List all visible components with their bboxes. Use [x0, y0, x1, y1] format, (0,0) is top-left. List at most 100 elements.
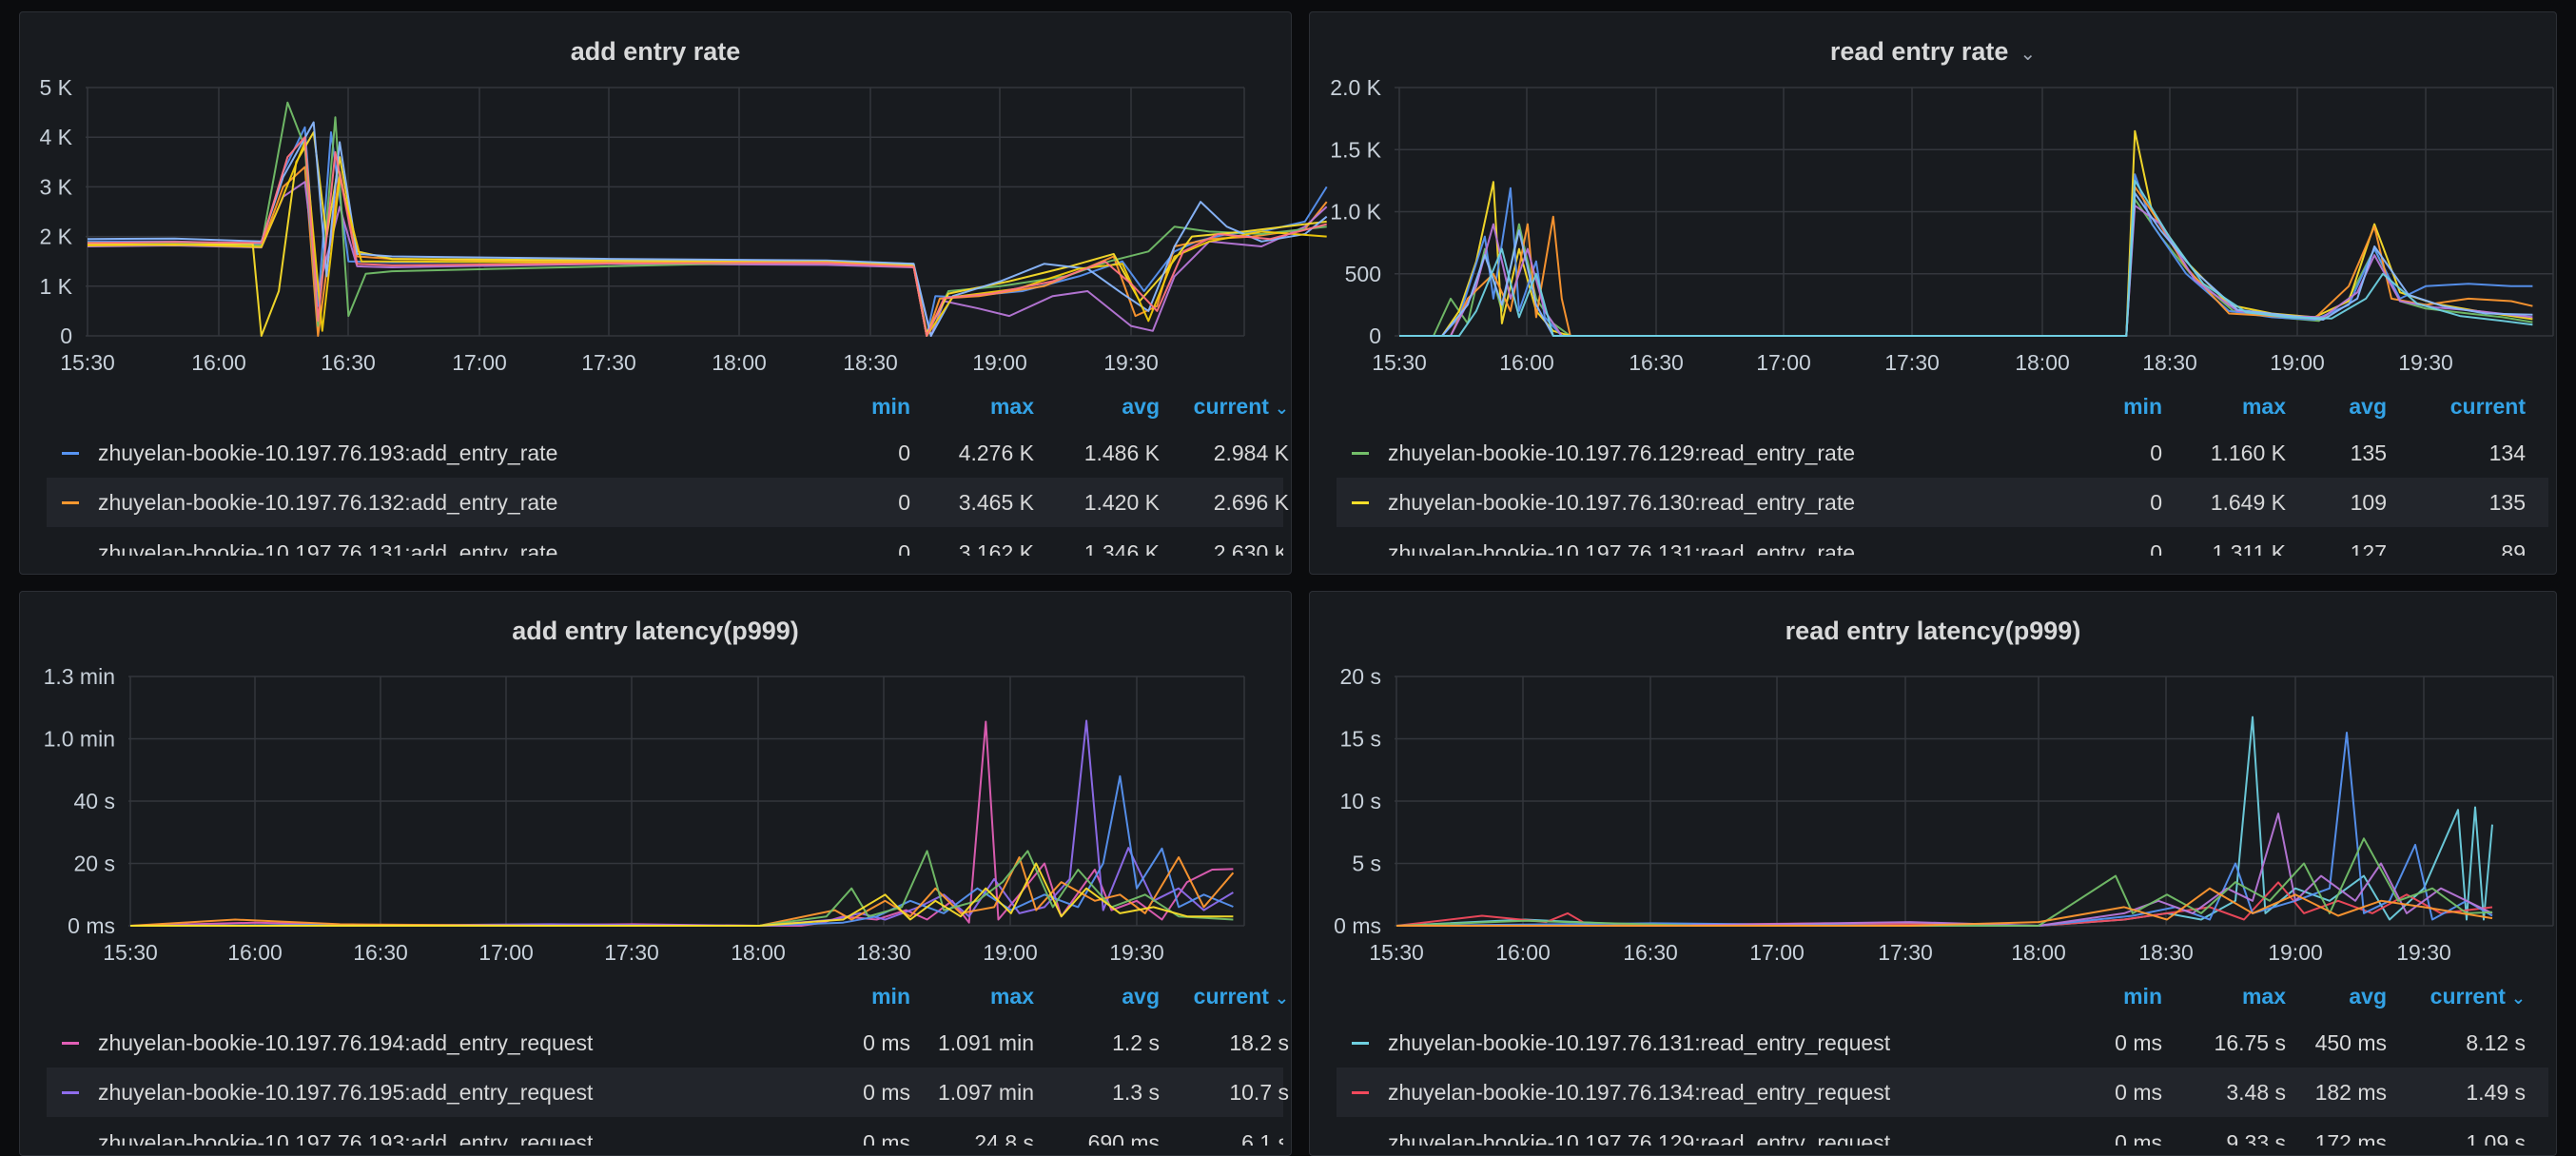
legend-value-min: 0 ms [863, 1030, 910, 1055]
legend: min max avg current ⌄ zhuyelan-bookie-10.197.… [1337, 976, 2548, 1146]
legend-row[interactable]: zhuyelan-bookie-10.197.76.193:add_entry_… [47, 428, 1289, 478]
legend: min max avg current ⌄ zhuyelan-bookie-10.197.… [47, 976, 1289, 1146]
legend-swatch[interactable] [1352, 501, 1369, 504]
legend-swatch[interactable] [62, 501, 79, 504]
legend-value-max: 3.48 s [2226, 1080, 2286, 1105]
legend-series-name[interactable]: zhuyelan-bookie-10.197.76.130:read_entry… [1388, 490, 1856, 515]
legend-row[interactable]: zhuyelan-bookie-10.197.76.132:add_entry_… [47, 478, 1289, 527]
legend-column-avg[interactable]: avg [2349, 394, 2387, 419]
legend-value-min: 0 ms [2115, 1080, 2162, 1105]
legend-series-name[interactable]: zhuyelan-bookie-10.197.76.193:add_entry_… [98, 1130, 594, 1146]
legend-column-max[interactable]: max [989, 984, 1034, 1009]
legend-value-max: 24.8 s [974, 1130, 1034, 1146]
legend-value-current: 135 [2488, 490, 2526, 515]
legend-value-avg: 182 ms [2314, 1080, 2387, 1105]
legend-header: min max avg current ⌄ [47, 386, 1289, 428]
legend-series-name[interactable]: zhuyelan-bookie-10.197.76.131:read_entry… [1388, 1030, 1891, 1055]
legend-series-name[interactable]: zhuyelan-bookie-10.197.76.131:add_entry_… [98, 540, 558, 556]
legend-value-min: 0 ms [863, 1080, 910, 1105]
legend-swatch[interactable] [1352, 1091, 1369, 1094]
legend-value-current: 2.984 K [1213, 441, 1289, 465]
legend-swatch[interactable] [1352, 452, 1369, 455]
legend-value-avg: 109 [2350, 490, 2387, 515]
legend-value-max: 1.160 K [2210, 441, 2286, 465]
legend-value-current: 18.2 s [1229, 1030, 1289, 1055]
legend-value-avg: 135 [2350, 441, 2387, 465]
legend-row[interactable]: zhuyelan-bookie-10.197.76.131:add_entry_… [47, 527, 1283, 556]
legend-column-max[interactable]: max [989, 394, 1034, 419]
legend-series-name[interactable]: zhuyelan-bookie-10.197.76.129:read_entry… [1388, 1130, 1891, 1146]
legend-swatch[interactable] [1352, 1042, 1369, 1045]
legend-row[interactable]: zhuyelan-bookie-10.197.76.134:read_entry… [1337, 1068, 2548, 1117]
legend-row[interactable]: zhuyelan-bookie-10.197.76.195:add_entry_… [47, 1068, 1289, 1117]
legend-value-avg: 1.346 K [1083, 540, 1160, 556]
panel-3: read entry latency(p999) min max avg current… [1309, 591, 2557, 1156]
legend-value-avg: 127 [2350, 540, 2387, 556]
legend-value-min: 0 ms [2115, 1130, 2162, 1146]
legend-series-name[interactable]: zhuyelan-bookie-10.197.76.195:add_entry_… [98, 1080, 594, 1105]
chevron-down-icon: ⌄ [1274, 989, 1289, 1008]
legend-value-current: 2.696 K [1213, 490, 1289, 515]
legend-series-name[interactable]: zhuyelan-bookie-10.197.76.129:read_entry… [1388, 441, 1856, 465]
panel-title[interactable]: read entry rate ⌄ [1310, 37, 2556, 67]
legend-column-min[interactable]: min [871, 984, 910, 1009]
legend-value-max: 16.75 s [2214, 1030, 2286, 1055]
panel-2: add entry latency(p999) min max avg current ⌄… [19, 591, 1292, 1156]
legend-column-min[interactable]: min [871, 394, 910, 419]
legend-value-min: 0 ms [863, 1130, 910, 1146]
legend-value-avg: 1.420 K [1083, 490, 1160, 515]
panel-title[interactable]: add entry rate [20, 37, 1291, 67]
panel-title[interactable]: add entry latency(p999) [20, 617, 1291, 646]
legend-row[interactable]: zhuyelan-bookie-10.197.76.131:read_entry… [1337, 527, 2548, 556]
legend-value-min: 0 [2150, 490, 2162, 515]
legend-value-max: 4.276 K [958, 441, 1034, 465]
legend-swatch[interactable] [62, 452, 79, 455]
legend-value-max: 3.162 K [958, 540, 1034, 556]
legend-series-name[interactable]: zhuyelan-bookie-10.197.76.132:add_entry_… [98, 490, 558, 515]
legend-series-name[interactable]: zhuyelan-bookie-10.197.76.194:add_entry_… [98, 1030, 594, 1055]
legend-value-min: 0 [2150, 441, 2162, 465]
panel-title-text: read entry rate [1829, 37, 2009, 66]
legend-column-min[interactable]: min [2123, 984, 2162, 1009]
legend-column-avg[interactable]: avg [1122, 984, 1160, 1009]
panel-title[interactable]: read entry latency(p999) [1310, 617, 2556, 646]
legend: min max avg current ⌄ zhuyelan-bookie-10.197.… [47, 386, 1289, 556]
panel-title-text: add entry rate [570, 37, 741, 66]
legend-row[interactable]: zhuyelan-bookie-10.197.76.131:read_entry… [1337, 1018, 2548, 1068]
chevron-down-icon[interactable]: ⌄ [2020, 44, 2037, 65]
legend-value-current: 2.630 K [1213, 540, 1283, 556]
legend-value-current: 6.1 s [1241, 1130, 1283, 1146]
legend-value-min: 0 [898, 490, 910, 515]
legend-column-avg[interactable]: avg [2349, 984, 2387, 1009]
legend-column-max[interactable]: max [2241, 984, 2286, 1009]
legend-swatch[interactable] [62, 1042, 79, 1045]
legend-value-avg: 450 ms [2314, 1030, 2387, 1055]
legend-swatch[interactable] [62, 1091, 79, 1094]
legend-value-avg: 1.486 K [1083, 441, 1160, 465]
legend-value-min: 0 [898, 441, 910, 465]
legend-value-min: 0 [2150, 540, 2162, 556]
legend-row[interactable]: zhuyelan-bookie-10.197.76.129:read_entry… [1337, 428, 2548, 478]
legend-value-current: 134 [2488, 441, 2526, 465]
legend-column-avg[interactable]: avg [1122, 394, 1160, 419]
legend-value-avg: 1.3 s [1112, 1080, 1160, 1105]
legend-row[interactable]: zhuyelan-bookie-10.197.76.193:add_entry_… [47, 1117, 1283, 1146]
legend-series-name[interactable]: zhuyelan-bookie-10.197.76.193:add_entry_… [98, 441, 558, 465]
legend-series-name[interactable]: zhuyelan-bookie-10.197.76.131:read_entry… [1388, 540, 1856, 556]
legend-column-min[interactable]: min [2123, 394, 2162, 419]
legend-value-max: 1.097 min [937, 1080, 1034, 1105]
legend-row[interactable]: zhuyelan-bookie-10.197.76.194:add_entry_… [47, 1018, 1289, 1068]
legend-column-current[interactable]: current ⌄ [1193, 984, 1289, 1009]
legend-column-current[interactable]: current [2449, 394, 2526, 419]
legend-column-current[interactable]: current ⌄ [1193, 394, 1289, 419]
legend-row[interactable]: zhuyelan-bookie-10.197.76.129:read_entry… [1337, 1117, 2548, 1146]
legend-row[interactable]: zhuyelan-bookie-10.197.76.130:read_entry… [1337, 478, 2548, 527]
chevron-down-icon: ⌄ [2510, 989, 2526, 1008]
legend-value-avg: 1.2 s [1112, 1030, 1160, 1055]
legend-value-max: 1.649 K [2210, 490, 2286, 515]
legend-series-name[interactable]: zhuyelan-bookie-10.197.76.134:read_entry… [1388, 1080, 1891, 1105]
legend-column-max[interactable]: max [2241, 394, 2286, 419]
legend-column-current[interactable]: current ⌄ [2430, 984, 2526, 1009]
legend-value-current: 1.09 s [2466, 1130, 2526, 1146]
legend-value-max: 1.091 min [937, 1030, 1034, 1055]
